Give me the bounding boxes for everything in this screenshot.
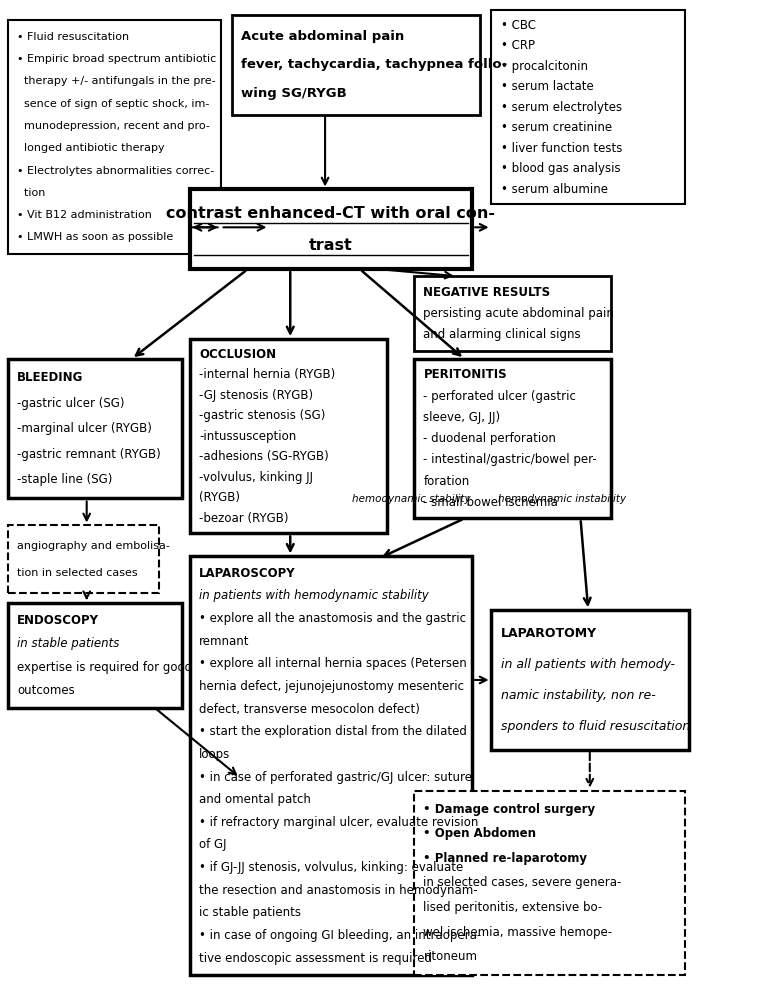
FancyBboxPatch shape: [190, 556, 472, 975]
Text: LAPAROSCOPY: LAPAROSCOPY: [199, 567, 296, 580]
Text: -internal hernia (RYGB): -internal hernia (RYGB): [199, 368, 335, 381]
Text: BLEEDING: BLEEDING: [17, 372, 84, 385]
Text: • Open Abdomen: • Open Abdomen: [423, 828, 536, 840]
Text: angiography and embolisa-: angiography and embolisa-: [17, 540, 170, 550]
Text: Acute abdominal pain: Acute abdominal pain: [241, 30, 405, 43]
Text: -gastric stenosis (SG): -gastric stenosis (SG): [199, 409, 325, 422]
Text: LAPAROTOMY: LAPAROTOMY: [501, 627, 597, 640]
Text: tion: tion: [17, 187, 46, 197]
Text: -marginal ulcer (RYGB): -marginal ulcer (RYGB): [17, 422, 152, 436]
FancyBboxPatch shape: [8, 525, 159, 593]
FancyBboxPatch shape: [414, 276, 611, 351]
Text: sponders to fluid resuscitation: sponders to fluid resuscitation: [501, 720, 690, 733]
Text: in patients with hemodynamic stability: in patients with hemodynamic stability: [199, 589, 429, 602]
Text: trast: trast: [309, 237, 353, 253]
Text: • in case of ongoing GI bleeding, an intraopera-: • in case of ongoing GI bleeding, an int…: [199, 929, 481, 942]
Text: hemodynamic instability: hemodynamic instability: [498, 494, 626, 503]
FancyBboxPatch shape: [8, 603, 182, 708]
Text: • procalcitonin: • procalcitonin: [501, 60, 587, 73]
Text: defect, transverse mesocolon defect): defect, transverse mesocolon defect): [199, 703, 420, 716]
Text: outcomes: outcomes: [17, 684, 75, 697]
Text: • Planned re-laparotomy: • Planned re-laparotomy: [423, 851, 587, 864]
Text: • Damage control surgery: • Damage control surgery: [423, 803, 595, 816]
Text: ENDOSCOPY: ENDOSCOPY: [17, 614, 99, 627]
Text: hemodynamic stability: hemodynamic stability: [352, 494, 471, 503]
Text: tive endoscopic assessment is required: tive endoscopic assessment is required: [199, 951, 432, 964]
Text: -bezoar (RYGB): -bezoar (RYGB): [199, 511, 289, 524]
FancyBboxPatch shape: [491, 610, 689, 750]
FancyBboxPatch shape: [8, 359, 182, 498]
Text: -adhesions (SG-RYGB): -adhesions (SG-RYGB): [199, 451, 329, 464]
Text: munodepression, recent and pro-: munodepression, recent and pro-: [17, 121, 210, 131]
FancyBboxPatch shape: [414, 359, 611, 518]
Text: • in case of perforated gastric/GJ ulcer: suture: • in case of perforated gastric/GJ ulcer…: [199, 771, 472, 784]
Text: - small bowel ischemia: - small bowel ischemia: [423, 496, 558, 509]
Text: sence of sign of septic shock, im-: sence of sign of septic shock, im-: [17, 99, 210, 109]
Text: remnant: remnant: [199, 635, 249, 648]
Text: sleeve, GJ, JJ): sleeve, GJ, JJ): [423, 411, 501, 424]
Text: and omental patch: and omental patch: [199, 794, 311, 807]
Text: • blood gas analysis: • blood gas analysis: [501, 163, 621, 175]
FancyBboxPatch shape: [190, 339, 387, 533]
Text: • Vit B12 administration: • Vit B12 administration: [17, 210, 152, 220]
Text: persisting acute abdominal pain: persisting acute abdominal pain: [423, 307, 615, 320]
Text: hernia defect, jejunojejunostomy mesenteric: hernia defect, jejunojejunostomy mesente…: [199, 680, 464, 693]
Text: ic stable patients: ic stable patients: [199, 906, 301, 919]
FancyBboxPatch shape: [232, 15, 480, 115]
Text: - duodenal perforation: - duodenal perforation: [423, 432, 557, 446]
Text: • if refractory marginal ulcer, evaluate revision: • if refractory marginal ulcer, evaluate…: [199, 816, 478, 829]
Text: fever, tachycardia, tachypnea follo-: fever, tachycardia, tachypnea follo-: [241, 58, 508, 72]
Text: wing SG/RYGB: wing SG/RYGB: [241, 87, 348, 100]
Text: in selected cases, severe genera-: in selected cases, severe genera-: [423, 876, 622, 889]
Text: • Fluid resuscitation: • Fluid resuscitation: [17, 32, 129, 42]
Text: • LMWH as soon as possible: • LMWH as soon as possible: [17, 232, 173, 242]
FancyBboxPatch shape: [8, 20, 221, 254]
Text: - perforated ulcer (gastric: - perforated ulcer (gastric: [423, 390, 577, 403]
Text: (RYGB): (RYGB): [199, 492, 240, 504]
Text: • Electrolytes abnormalities correc-: • Electrolytes abnormalities correc-: [17, 166, 214, 175]
Text: loops: loops: [199, 748, 230, 761]
Text: therapy +/- antifungals in the pre-: therapy +/- antifungals in the pre-: [17, 77, 216, 87]
Text: • Empiric broad spectrum antibiotic: • Empiric broad spectrum antibiotic: [17, 54, 216, 64]
Text: • if GJ-JJ stenosis, volvulus, kinking: evaluate: • if GJ-JJ stenosis, volvulus, kinking: …: [199, 861, 463, 874]
Text: expertise is required for good: expertise is required for good: [17, 661, 192, 674]
Text: • serum electrolytes: • serum electrolytes: [501, 101, 622, 114]
Text: in stable patients: in stable patients: [17, 637, 119, 650]
Text: tion in selected cases: tion in selected cases: [17, 568, 138, 578]
Text: and alarming clinical signs: and alarming clinical signs: [423, 328, 581, 341]
Text: -gastric remnant (RYGB): -gastric remnant (RYGB): [17, 448, 161, 461]
Text: • serum lactate: • serum lactate: [501, 80, 594, 93]
Text: longed antibiotic therapy: longed antibiotic therapy: [17, 144, 165, 154]
Text: -GJ stenosis (RYGB): -GJ stenosis (RYGB): [199, 389, 313, 402]
Text: • CRP: • CRP: [501, 39, 535, 52]
Text: ritoneum: ritoneum: [423, 950, 478, 963]
Text: • explore all internal hernia spaces (Petersen: • explore all internal hernia spaces (Pe…: [199, 657, 467, 670]
FancyBboxPatch shape: [190, 189, 472, 269]
Text: namic instability, non re-: namic instability, non re-: [501, 689, 656, 702]
Text: foration: foration: [423, 475, 470, 488]
Text: -intussusception: -intussusception: [199, 430, 296, 443]
Text: -staple line (SG): -staple line (SG): [17, 473, 112, 486]
Text: NEGATIVE RESULTS: NEGATIVE RESULTS: [423, 286, 550, 299]
FancyBboxPatch shape: [491, 10, 685, 204]
Text: • explore all the anastomosis and the gastric: • explore all the anastomosis and the ga…: [199, 612, 466, 625]
Text: -volvulus, kinking JJ: -volvulus, kinking JJ: [199, 471, 313, 484]
Text: in all patients with hemody-: in all patients with hemody-: [501, 658, 675, 671]
Text: PERITONITIS: PERITONITIS: [423, 368, 507, 382]
Text: contrast enhanced-CT with oral con-: contrast enhanced-CT with oral con-: [166, 205, 495, 221]
Text: • serum creatinine: • serum creatinine: [501, 122, 612, 135]
Text: - intestinal/gastric/bowel per-: - intestinal/gastric/bowel per-: [423, 454, 597, 467]
Text: of GJ: of GJ: [199, 838, 227, 851]
Text: -gastric ulcer (SG): -gastric ulcer (SG): [17, 397, 125, 410]
Text: OCCLUSION: OCCLUSION: [199, 348, 276, 361]
Text: the resection and anastomosis in hemodynam-: the resection and anastomosis in hemodyn…: [199, 883, 478, 896]
Text: • start the exploration distal from the dilated: • start the exploration distal from the …: [199, 725, 467, 738]
Text: • serum albumine: • serum albumine: [501, 182, 608, 195]
Text: lised peritonitis, extensive bo-: lised peritonitis, extensive bo-: [423, 901, 603, 914]
Text: • CBC: • CBC: [501, 19, 536, 32]
FancyBboxPatch shape: [414, 791, 685, 975]
Text: wel ischemia, massive hemope-: wel ischemia, massive hemope-: [423, 925, 612, 938]
Text: • liver function tests: • liver function tests: [501, 142, 622, 155]
